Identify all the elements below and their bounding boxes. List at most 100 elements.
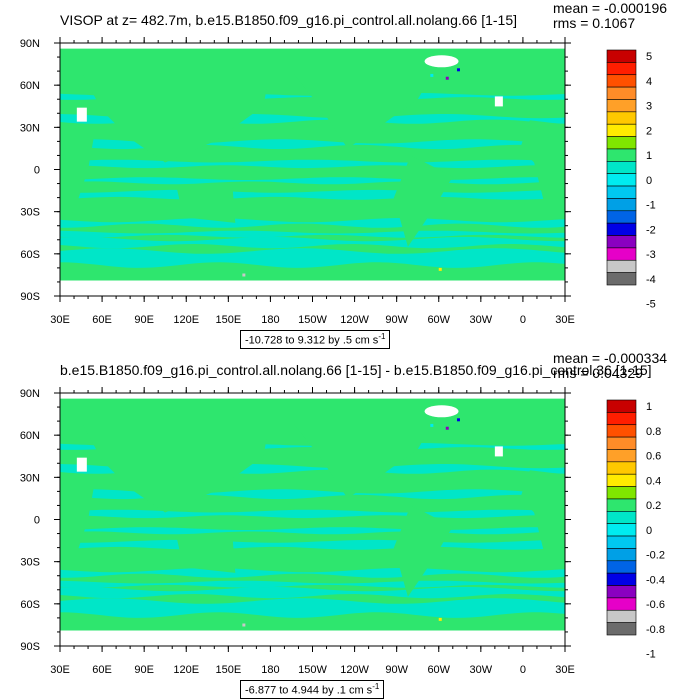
x-tick-label: 120W [340,664,369,676]
x-tick-label: 30E [50,664,70,676]
colorbar-label: -1 [646,200,656,212]
rms-value: rms = 0.1067 [553,15,636,31]
unit-exponent: -1 [378,332,386,341]
colorbar-label: 2 [646,125,652,137]
colorbar-label: -0.4 [646,574,665,586]
x-tick-label: 0 [520,314,526,326]
x-tick-label: 60E [92,314,112,326]
colorbar-swatch [606,622,637,636]
colorbar-swatch [606,123,637,137]
x-tick-label: 150W [298,314,327,326]
contour-range-text: -6.877 to 4.944 by .1 cm s [245,684,373,697]
anomaly-band [60,248,565,268]
anomaly-band [60,230,565,238]
colorbar-swatch [606,399,637,413]
y-tick-label: 60S [20,249,40,261]
rms-value: rms = 0.04329 [553,365,643,381]
anomaly-speckle [445,426,449,430]
colorbar-label: 0.2 [646,500,661,512]
land-mask [176,536,236,573]
anomaly-speckle [242,273,246,277]
colorbar-swatch [606,572,637,586]
colorbar-label: 0.8 [646,426,661,438]
plot-title: b.e15.B1850.f09_g16.pi_control.all.nolan… [60,362,652,378]
colorbar-label: 1 [646,150,652,162]
colorbar-swatch [606,461,637,475]
plot-panel-2: b.e15.B1850.f09_g16.pi_control.all.nolan… [0,350,700,700]
colorbar-label: -1 [646,649,656,661]
land-mask [393,155,453,247]
y-tick-label: 30N [20,472,40,484]
anomaly-speckle [456,68,460,72]
land-mask [291,414,439,499]
x-tick-label: 120E [173,314,199,326]
mean-value: mean = -0.000196 [553,0,668,16]
x-tick-label: 120E [173,664,199,676]
anomaly-band [60,159,565,169]
colorbar-swatch [606,210,637,224]
land-mask [60,477,96,568]
anomaly-speckle [430,423,434,427]
x-tick-label: 180 [261,314,279,326]
contour-range-box: -6.877 to 4.944 by .1 cm s-1 [240,680,385,699]
anomaly-band [60,177,565,185]
colorbar-label: 0 [646,175,652,187]
mean-value: mean = -0.000334 [553,350,668,366]
caspian-mask [76,457,87,472]
land-mask [81,68,271,163]
colorbar-label: -0.8 [646,624,665,636]
colorbar-label: -3 [646,249,656,261]
x-tick-label: 30E [555,314,575,326]
colorbar-label: 0 [646,525,652,537]
anomaly-band [60,218,565,228]
colorbar-swatch [606,609,637,623]
colorbar-label: 3 [646,101,652,113]
colorbar-swatch [606,247,637,261]
y-tick-label: 90N [20,388,40,400]
anomaly-speckle [430,73,434,77]
y-tick-label: 90N [20,38,40,50]
plot-title: VISOP at z= 482.7m, b.e15.B1850.f09_g16.… [60,12,518,28]
y-tick-label: 60N [20,430,40,442]
anomaly-band [60,598,565,618]
colorbar-swatch [606,511,637,524]
colorbar-swatch [606,486,637,500]
colorbar-swatch [606,412,637,426]
colorbar-label: -0.6 [646,599,665,611]
map-area: 30E 60E 90E 120E 150E 180 150W 120W 90W 60W 30W 0 30… [20,387,575,676]
contour-range-text: -10.728 to 9.312 by .5 cm s [245,334,379,347]
anomaly-band [60,527,565,535]
anomaly-band [60,237,565,249]
colorbar-swatch [606,198,637,212]
anomaly-band [60,580,565,588]
contour-range-box: -10.728 to 9.312 by .5 cm s-1 [240,330,391,349]
colorbar-label: 0.4 [646,475,661,487]
land-mask [393,505,453,597]
colorbar-label: 5 [646,51,652,63]
colorbar-swatch [606,272,637,286]
colorbar-swatch [606,548,637,562]
anomaly-band [60,587,565,599]
colorbar-swatch [606,136,637,150]
y-tick-label: 30S [20,557,40,569]
caspian-mask [76,107,87,122]
x-tick-label: 60W [427,314,450,326]
colorbar-swatch [606,498,637,512]
y-tick-label: 0 [34,515,40,527]
colorbar-swatch [606,436,637,450]
colorbar-swatch [606,259,637,273]
land-mask [520,470,565,569]
x-tick-label: 90E [134,314,154,326]
land-gap-mask [494,446,503,457]
land-mask [176,186,236,223]
colorbar-swatch [606,74,637,88]
colorbar-label: 4 [646,76,652,88]
anomaly-speckle [242,623,246,627]
colorbar-swatch [606,173,637,187]
colorbar-swatch [606,86,637,100]
x-tick-label: 30W [470,314,493,326]
anomaly-band [60,114,565,124]
anomaly-speckle [438,267,442,271]
x-tick-label: 60W [427,664,450,676]
colorbar-swatch [606,424,637,438]
